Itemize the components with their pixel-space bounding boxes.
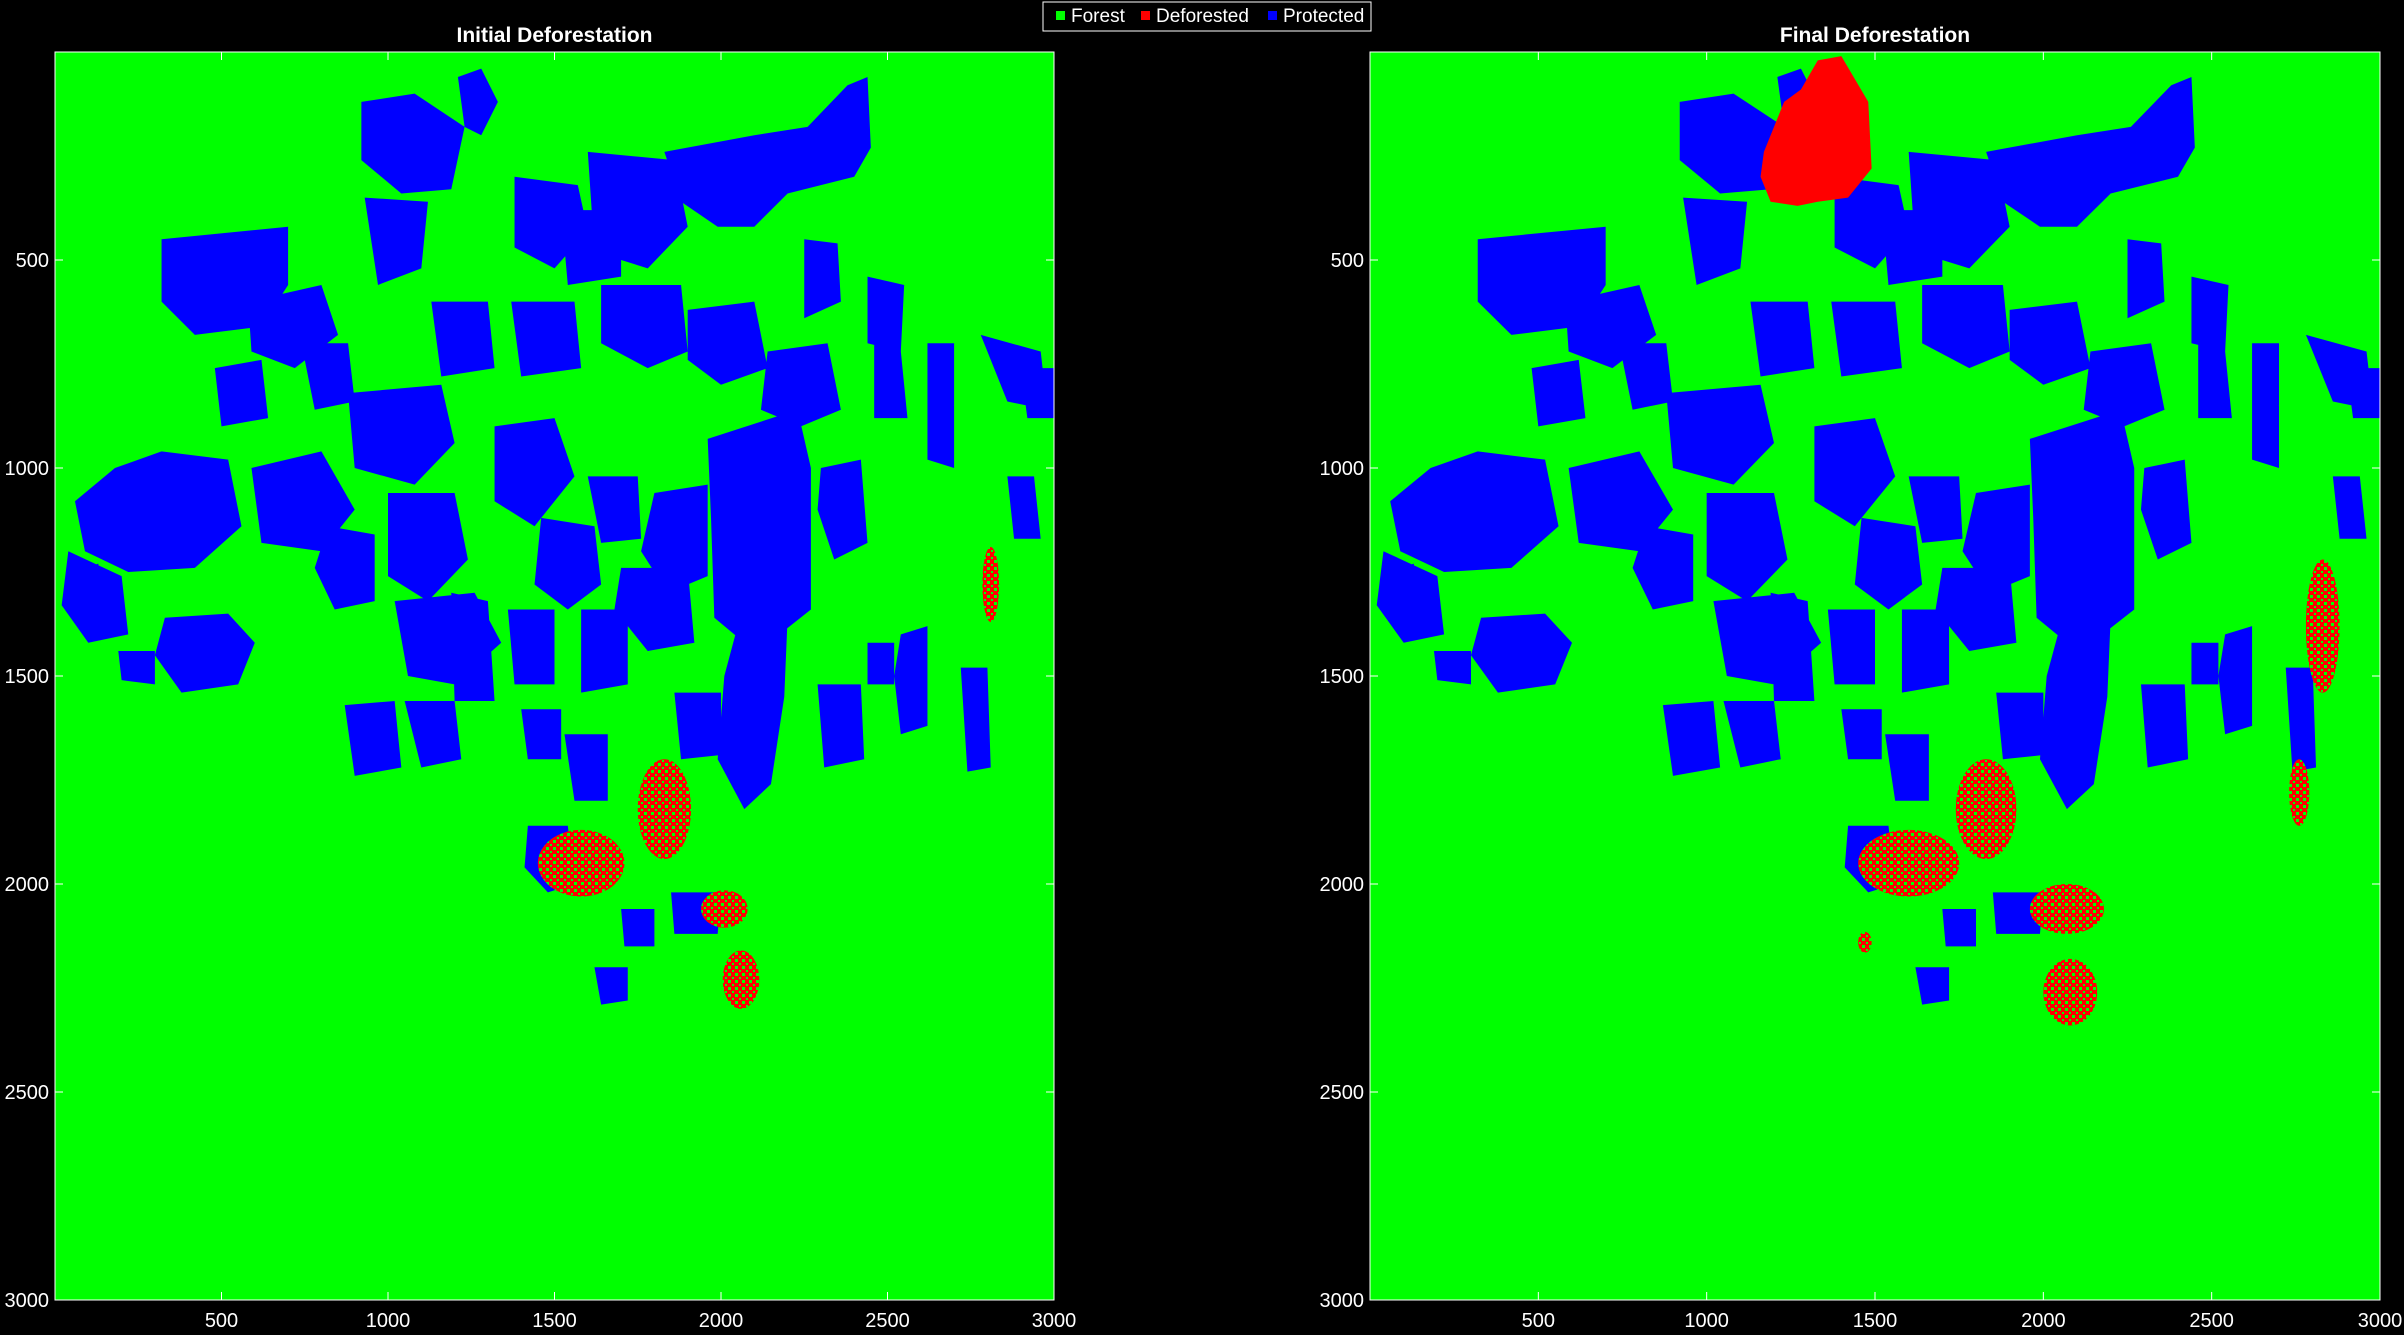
x-tick-label: 1000	[1684, 1310, 1729, 1332]
y-tick-label: 500	[16, 250, 49, 272]
x-tick-label: 2000	[699, 1310, 744, 1332]
y-tick-label: 3000	[1320, 1290, 1365, 1312]
deforested-cluster	[982, 547, 1000, 622]
x-tick-label: 2000	[2021, 1310, 2066, 1332]
legend-swatch	[1056, 11, 1065, 20]
deforested-cluster	[2305, 559, 2340, 693]
legend: Forest Deforested Protected	[1042, 1, 1372, 32]
y-tick-label: 2000	[1320, 874, 1365, 896]
x-tick-label: 2500	[2189, 1310, 2234, 1332]
x-tick-label: 1000	[366, 1310, 411, 1332]
y-tick-label: 3000	[5, 1290, 50, 1312]
x-tick-label: 1500	[1853, 1310, 1898, 1332]
y-tick-label: 2000	[5, 874, 50, 896]
deforested-cluster	[701, 890, 748, 928]
deforested-cluster	[722, 950, 760, 1009]
deforested-region	[1760, 56, 1872, 206]
deforested-cluster	[1858, 931, 1872, 953]
axes-frame	[1369, 51, 2381, 1301]
deforested-cluster	[2029, 884, 2104, 934]
deforested-cluster	[1858, 829, 1960, 897]
legend-label: Forest	[1071, 6, 1126, 27]
y-tick-label: 1500	[5, 666, 50, 688]
deforested-cluster	[2289, 759, 2310, 826]
legend-label: Deforested	[1156, 6, 1249, 27]
x-tick-label: 3000	[1032, 1310, 1077, 1332]
legend-swatch	[1268, 11, 1277, 20]
x-tick-label: 2500	[865, 1310, 910, 1332]
y-tick-label: 2500	[1320, 1082, 1365, 1104]
deforested-cluster	[1955, 759, 2017, 860]
x-tick-label: 500	[205, 1310, 238, 1332]
y-tick-label: 500	[1331, 250, 1364, 272]
x-tick-label: 1500	[532, 1310, 577, 1332]
y-tick-label: 2500	[5, 1082, 50, 1104]
chart-panel-1: Initial Deforestation 500 1000 1500 2000 2500…	[5, 24, 1077, 1332]
chart-title: Final Deforestation	[1780, 24, 1970, 47]
axes-frame	[54, 51, 1055, 1301]
x-tick-label: 500	[1522, 1310, 1555, 1332]
legend-box	[1042, 1, 1372, 32]
x-tick-label: 3000	[2358, 1310, 2403, 1332]
deforested-cluster	[537, 829, 625, 897]
y-tick-label: 1000	[5, 458, 50, 480]
y-tick-label: 1000	[1320, 458, 1365, 480]
y-tick-label: 1500	[1320, 666, 1365, 688]
chart-title: Initial Deforestation	[456, 24, 652, 47]
chart-panel-2: Final Deforestation 500 1000 1500 2000 2500 30…	[1320, 24, 2403, 1332]
legend-swatch	[1141, 11, 1150, 20]
legend-label: Protected	[1283, 6, 1364, 27]
deforested-cluster	[2043, 958, 2098, 1026]
deforested-cluster	[637, 759, 692, 860]
